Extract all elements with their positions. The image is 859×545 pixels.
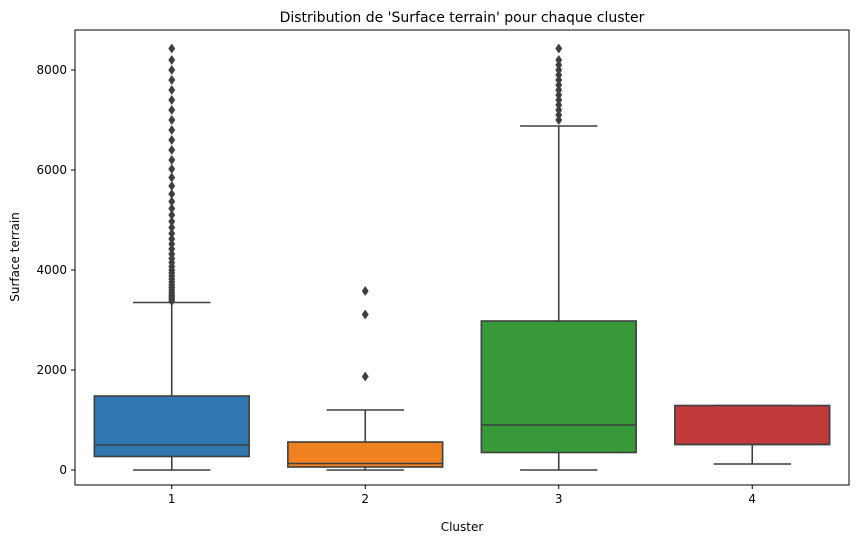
outlier-point	[168, 196, 176, 207]
outlier-point	[168, 134, 176, 146]
y-tick-label: 4000	[36, 263, 67, 277]
box-group-cluster-4	[674, 404, 831, 465]
axes: 0 2000 4000 6000 8000 1 2 3 4	[36, 63, 756, 506]
outlier-point	[168, 222, 176, 233]
plot-frame	[74, 29, 850, 486]
outlier-point	[555, 54, 563, 66]
outlier-point	[168, 64, 176, 76]
outlier-point	[361, 371, 369, 382]
chart-title: Distribution de 'Surface terrain' pour c…	[280, 10, 645, 26]
outlier-point	[168, 180, 176, 192]
x-tick-label: 3	[555, 492, 563, 506]
outlier-point	[168, 172, 176, 183]
outlier-point	[168, 188, 176, 200]
x-axis-title: Cluster	[441, 520, 484, 534]
y-axis-title: Surface terrain	[8, 212, 22, 302]
outlier-point	[168, 84, 176, 96]
box-group-cluster-2	[287, 285, 444, 471]
outlier-point	[168, 216, 176, 227]
outlier-point	[361, 285, 369, 297]
y-tick-label: 8000	[36, 63, 67, 77]
outlier-point	[168, 43, 176, 54]
outlier-point	[168, 74, 176, 86]
iqr-box	[674, 404, 831, 446]
x-tick-label: 1	[168, 492, 176, 506]
outlier-point	[168, 104, 176, 116]
box-group-cluster-1	[93, 43, 250, 471]
outlier-point	[168, 144, 176, 156]
x-tick-label: 4	[748, 492, 756, 506]
outlier-point	[168, 54, 176, 66]
iqr-box	[480, 320, 637, 454]
y-tick-label: 6000	[36, 163, 67, 177]
y-tick-label: 2000	[36, 363, 67, 377]
outlier-point	[168, 233, 176, 245]
y-tick-label: 0	[59, 463, 67, 477]
outlier-point	[168, 154, 176, 166]
box-group-cluster-3	[480, 43, 637, 471]
outlier-point	[168, 163, 176, 175]
outlier-point	[168, 228, 176, 239]
plot-area	[93, 43, 831, 471]
outlier-point	[168, 209, 176, 221]
outlier-point	[555, 43, 563, 54]
outlier-point	[168, 94, 176, 106]
x-tick-label: 2	[361, 492, 369, 506]
outlier-point	[168, 124, 176, 136]
outlier-point	[361, 309, 369, 320]
outlier-point	[168, 114, 176, 126]
outlier-point	[168, 203, 176, 214]
iqr-box	[93, 395, 250, 458]
